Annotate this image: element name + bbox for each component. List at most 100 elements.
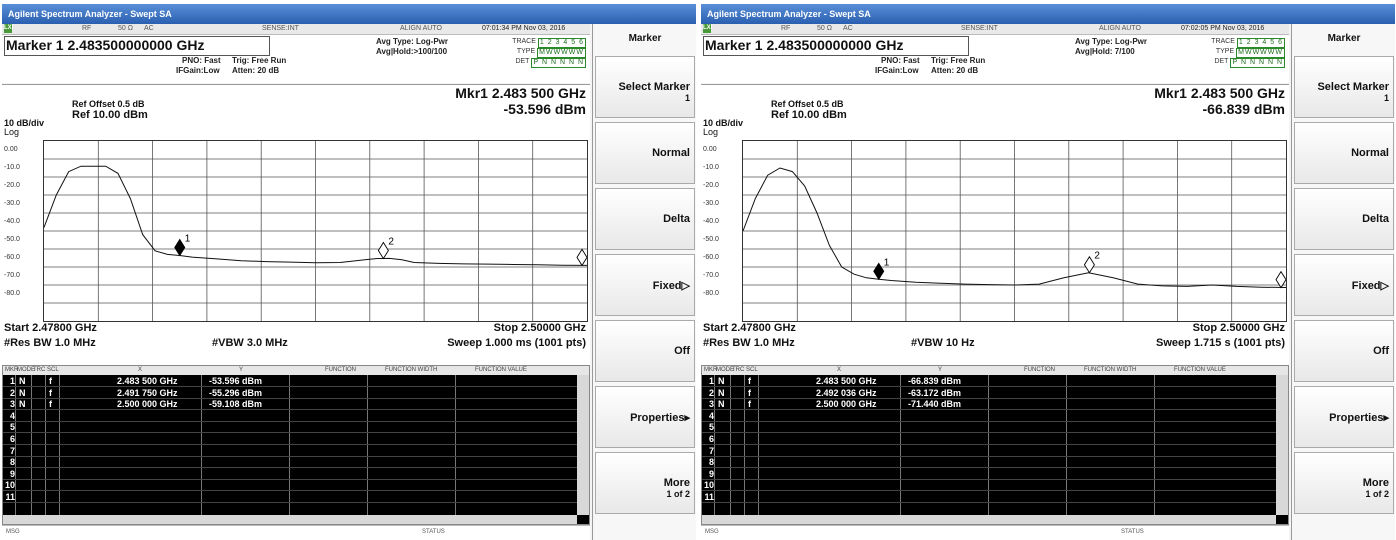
softkey-menu-title: Marker: [628, 33, 662, 44]
normal-softkey-label: Normal: [652, 147, 690, 159]
row-y-value: -66.839 dBm: [908, 376, 962, 386]
marker-table-header: MKR MODE TRC SCL X Y FUNCTION FUNCTION WIDTH FUN…: [702, 366, 1288, 375]
marker-box[interactable]: [4, 36, 270, 56]
select-marker-softkey-value: 1: [1383, 93, 1389, 103]
y-tick-label: -10.0: [4, 163, 20, 171]
column-divider: [201, 375, 202, 524]
mkr1-frequency: Mkr1 2.483 500 GHz: [1154, 85, 1285, 101]
table-row[interactable]: 6: [702, 434, 1276, 445]
row-scale: f: [748, 387, 751, 398]
select-marker-softkey[interactable]: Select Marker 1: [1294, 56, 1394, 118]
more-softkey[interactable]: More 1 of 2: [1294, 452, 1394, 514]
active-marker-readout: Marker 1 2.483500000000 GHz: [705, 37, 904, 53]
table-row[interactable]: 5: [3, 422, 577, 433]
marker-1-diamond[interactable]: [873, 262, 885, 281]
row-number: 9: [708, 468, 714, 479]
column-divider: [31, 375, 32, 524]
delta-softkey[interactable]: Delta: [1294, 188, 1394, 250]
table-row[interactable]: 8: [702, 457, 1276, 468]
row-divider: [702, 397, 1276, 399]
timestamp: 07:01:34 PM Nov 03, 2016: [482, 25, 566, 32]
pno-setting: PNO: Fast: [182, 56, 221, 65]
marker-2-diamond[interactable]: [377, 241, 389, 260]
table-row[interactable]: 7: [3, 446, 577, 457]
row-number: 8: [9, 457, 15, 468]
column-header: FUNCTION: [325, 367, 356, 373]
table-row[interactable]: 4: [702, 411, 1276, 422]
table-row[interactable]: 11: [702, 492, 1276, 503]
row-mode: N: [718, 387, 725, 398]
fixed-softkey[interactable]: Fixed▷: [595, 254, 695, 316]
row-scale: f: [748, 376, 751, 386]
row-divider: [3, 409, 577, 411]
avg-type: Avg Type: Log-Pwr: [1075, 37, 1147, 46]
setup-sense: SENSE:INT: [961, 25, 998, 32]
table-row[interactable]: 4: [3, 411, 577, 422]
row-x-value: 2.500 000 GHz: [816, 399, 877, 410]
row-divider: [3, 420, 577, 422]
table-row[interactable]: 8: [3, 457, 577, 468]
pno-setting: PNO: Fast: [881, 56, 920, 65]
row-divider: [702, 386, 1276, 387]
y-tick-label: -50.0: [4, 235, 20, 243]
setup-rf: RF: [781, 25, 791, 32]
delta-softkey[interactable]: Delta: [595, 188, 695, 250]
marker-2-diamond[interactable]: [1083, 255, 1095, 274]
table-row[interactable]: 6: [3, 434, 577, 445]
off-softkey[interactable]: Off: [1294, 320, 1394, 382]
ifgain-setting: IFGain:Low: [176, 66, 220, 75]
table-row[interactable]: 5: [702, 422, 1276, 433]
properties-softkey[interactable]: Properties▸: [1294, 386, 1394, 448]
fixed-softkey-label: Fixed▷: [1351, 280, 1389, 292]
table-row[interactable]: 9: [3, 469, 577, 480]
table-row[interactable]: 11: [3, 492, 577, 503]
row-scale: f: [49, 376, 52, 386]
off-softkey[interactable]: Off: [595, 320, 695, 382]
more-softkey[interactable]: More 1 of 2: [595, 452, 695, 514]
table-horizontal-scrollbar[interactable]: [3, 515, 577, 524]
row-y-value: -71.440 dBm: [908, 399, 962, 410]
normal-softkey[interactable]: Normal: [595, 122, 695, 184]
table-vertical-scrollbar[interactable]: [1276, 375, 1288, 515]
marker-1-diamond[interactable]: [174, 238, 186, 257]
y-tick-label: -70.0: [703, 271, 719, 279]
row-divider: [3, 478, 577, 480]
row-scale: f: [49, 399, 52, 410]
off-softkey-label: Off: [1373, 345, 1389, 357]
sweep-time: Sweep 1.715 s (1001 pts): [1155, 337, 1285, 349]
softkey-menu: Marker Select Marker 1 Normal Delta Fixed▷ Off…: [1291, 24, 1395, 540]
row-y-value: -55.296 dBm: [209, 387, 263, 398]
table-row[interactable]: 10: [702, 480, 1276, 491]
marker-3-diamond[interactable]: [576, 248, 588, 267]
measurement-header: Marker 1 2.483500000000 GHz PNO: Fast IFGa…: [701, 35, 1289, 83]
softkey-menu: Marker Select Marker 1 Normal Delta Fixed▷ Off…: [592, 24, 696, 540]
table-row[interactable]: 7: [702, 446, 1276, 457]
column-divider: [1066, 375, 1067, 524]
table-row[interactable]: 10: [3, 480, 577, 491]
column-divider: [45, 375, 46, 524]
setup-rf: RF: [82, 25, 92, 32]
marker-3-diamond[interactable]: [1275, 270, 1287, 289]
normal-softkey[interactable]: Normal: [1294, 122, 1394, 184]
column-header: TRC: [732, 367, 745, 373]
table-horizontal-scrollbar[interactable]: [702, 515, 1276, 524]
trace-row-label: TRACE: [512, 38, 536, 45]
select-marker-softkey[interactable]: Select Marker 1: [595, 56, 695, 118]
fixed-softkey[interactable]: Fixed▷: [1294, 254, 1394, 316]
atten-setting: Atten: 20 dB: [232, 66, 280, 75]
table-row[interactable]: 9: [702, 469, 1276, 480]
y-tick-label: -30.0: [4, 199, 20, 207]
log-scale: Log: [4, 127, 20, 137]
properties-softkey[interactable]: Properties▸: [595, 386, 695, 448]
marker-box[interactable]: [703, 36, 969, 56]
row-divider: [3, 467, 577, 469]
graticule-frame: 123: [742, 140, 1292, 322]
table-vertical-scrollbar[interactable]: [577, 375, 589, 515]
marker-readout: Mkr1 2.483 500 GHz -66.839 dBm: [1154, 85, 1285, 117]
